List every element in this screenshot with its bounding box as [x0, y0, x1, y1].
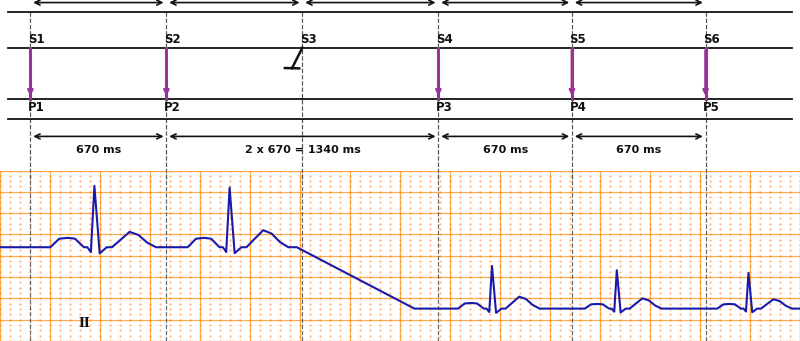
Text: S6: S6: [703, 33, 720, 46]
Text: S5: S5: [570, 33, 586, 46]
Text: S2: S2: [164, 33, 181, 46]
Text: 670 ms: 670 ms: [482, 145, 528, 155]
Text: P2: P2: [164, 101, 181, 114]
Text: 2 x 670 = 1340 ms: 2 x 670 = 1340 ms: [245, 145, 360, 155]
Text: S1: S1: [28, 33, 45, 46]
Text: P3: P3: [436, 101, 453, 114]
Text: 670 ms: 670 ms: [76, 145, 121, 155]
Text: P4: P4: [570, 101, 586, 114]
Text: S3: S3: [300, 33, 317, 46]
Text: II: II: [78, 317, 90, 330]
Text: P1: P1: [28, 101, 45, 114]
Text: 670 ms: 670 ms: [616, 145, 662, 155]
Text: P5: P5: [703, 101, 720, 114]
Text: S4: S4: [436, 33, 453, 46]
